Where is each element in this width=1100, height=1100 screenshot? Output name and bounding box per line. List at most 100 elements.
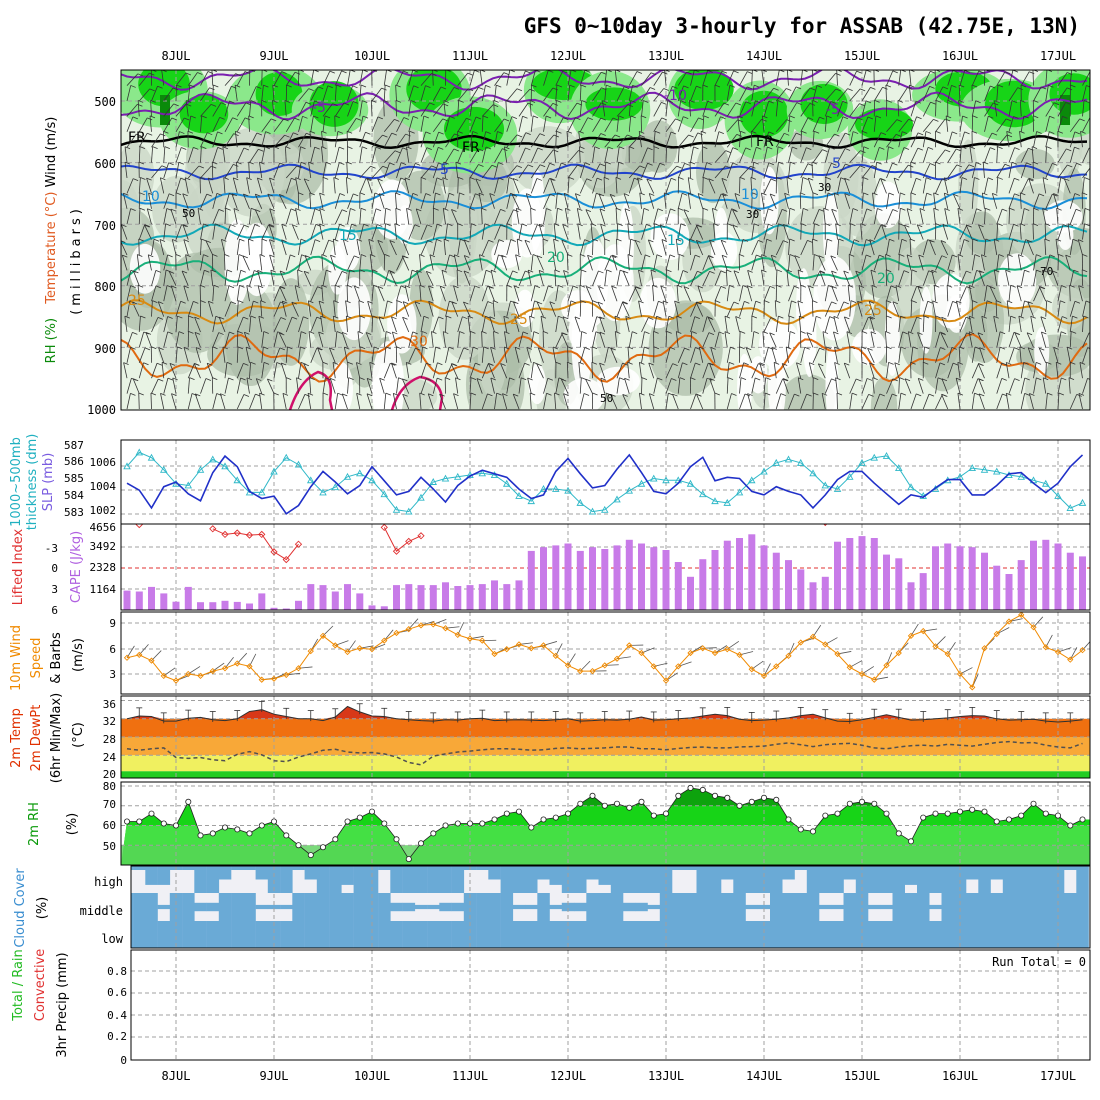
wind-barb	[261, 224, 269, 240]
wind10m-frame	[120, 611, 1091, 695]
wind-barb-flag	[833, 316, 839, 319]
wind-barb-flag	[598, 193, 605, 197]
wind-barb-flag	[616, 238, 622, 242]
wind-barb	[592, 146, 596, 163]
cloud-cover-middle	[684, 893, 697, 921]
wind-barb-flag	[773, 87, 779, 91]
wind-barb	[751, 100, 756, 117]
wind-barb	[984, 285, 988, 302]
cloud-cover-middle	[329, 893, 342, 921]
wind-barb-flag	[233, 208, 240, 211]
rh-point	[957, 808, 964, 815]
wind-barb-flag	[740, 377, 747, 381]
li-point	[221, 530, 229, 539]
wind-barb	[1019, 192, 1022, 209]
date-label-12JUL: 12JUL	[550, 1069, 586, 1083]
wind-barb	[726, 347, 731, 363]
wind-barb	[404, 285, 410, 302]
cloud-cover-middle	[610, 893, 624, 921]
wind-barb	[935, 377, 939, 394]
wind-barb	[824, 163, 832, 179]
wind-barb	[334, 271, 343, 286]
contour-label-minus5: -5	[826, 102, 840, 118]
cloud-cover-high	[549, 866, 562, 885]
wind-barb	[567, 117, 576, 132]
wind-barb	[494, 131, 498, 148]
wind-barb	[873, 115, 877, 132]
wind-barb-flag	[849, 346, 856, 350]
wind-barb	[849, 70, 857, 86]
wind-barb	[543, 115, 547, 132]
wind-barb	[786, 177, 789, 194]
wind-barb-flag	[819, 270, 825, 274]
wind-barb	[126, 393, 131, 410]
temperature-band	[121, 737, 1090, 756]
wind-barb	[898, 316, 901, 333]
wind-barb	[231, 193, 238, 209]
wind-barb	[1008, 100, 1013, 117]
wind-barb-flag	[1032, 70, 1039, 72]
wind-barb	[369, 362, 373, 379]
wind-barb-flag	[1024, 377, 1030, 381]
wind-barb	[359, 70, 364, 86]
wind-barb-flag	[1074, 193, 1080, 196]
wind-barb-flag	[1042, 208, 1048, 211]
wind-barb	[359, 208, 362, 225]
thickness-point	[772, 458, 781, 466]
cloud-cover-middle	[794, 893, 807, 921]
wind-barb	[285, 178, 292, 194]
wind-speed-point	[123, 654, 131, 661]
wind-barb-flag	[459, 331, 465, 334]
wind-barb-flag	[649, 393, 655, 396]
wind-barb-flag	[144, 347, 151, 351]
wind-speed-point	[564, 662, 572, 669]
wind-barb	[747, 270, 753, 286]
wind-barb-flag	[333, 177, 339, 180]
wind-barb	[212, 193, 218, 209]
cloud-cover-high	[133, 866, 146, 870]
wind-barb	[371, 208, 377, 225]
wind-barb-flag	[751, 315, 758, 319]
wind-barb	[319, 193, 324, 209]
wind-barb-flag	[569, 84, 575, 88]
wind-barb-flag	[953, 193, 959, 197]
wind-barb	[599, 362, 606, 379]
wind-barb-flag	[197, 208, 204, 211]
wind-barb-flag	[783, 240, 789, 243]
wind-barb-flag	[893, 177, 900, 181]
cape-bar	[919, 573, 927, 610]
wind-barb-flag	[454, 133, 460, 137]
cloud-cover-middle	[917, 893, 930, 921]
wind-barb	[604, 347, 609, 363]
wind-barb-flag	[709, 378, 715, 381]
wind-barb-flag	[762, 115, 768, 119]
wind-barb	[615, 177, 618, 194]
wind-barb	[751, 147, 757, 163]
wind-barb-flag	[639, 361, 645, 365]
wind-barb-flag	[823, 207, 829, 211]
rh-point	[221, 824, 228, 831]
cape-bar	[295, 600, 302, 610]
wind-barb-flag	[674, 300, 680, 304]
wind-barb	[702, 70, 709, 86]
wind-barb	[420, 102, 430, 117]
wind-barb	[922, 393, 930, 410]
cloud-cover-middle	[868, 904, 881, 910]
wind-barb	[501, 255, 508, 271]
wind-barb	[320, 316, 324, 333]
wind-barb-flag	[1028, 177, 1034, 181]
wind-barb-flag	[603, 177, 610, 180]
wind-barb	[494, 239, 500, 256]
rh-point	[1030, 800, 1037, 807]
wind-barb-flag	[276, 362, 282, 365]
thickness-point	[1041, 479, 1050, 487]
wind-barb-flag	[363, 223, 369, 227]
wind-barb	[763, 178, 772, 194]
wind-barb	[445, 363, 453, 379]
date-label-9JUL: 9JUL	[260, 1069, 289, 1083]
wind-barb	[639, 192, 642, 209]
cloud-cover-middle	[770, 893, 783, 921]
wind-barb	[648, 193, 655, 209]
thickness-point	[380, 490, 389, 498]
wind-barb-flag	[709, 270, 715, 274]
